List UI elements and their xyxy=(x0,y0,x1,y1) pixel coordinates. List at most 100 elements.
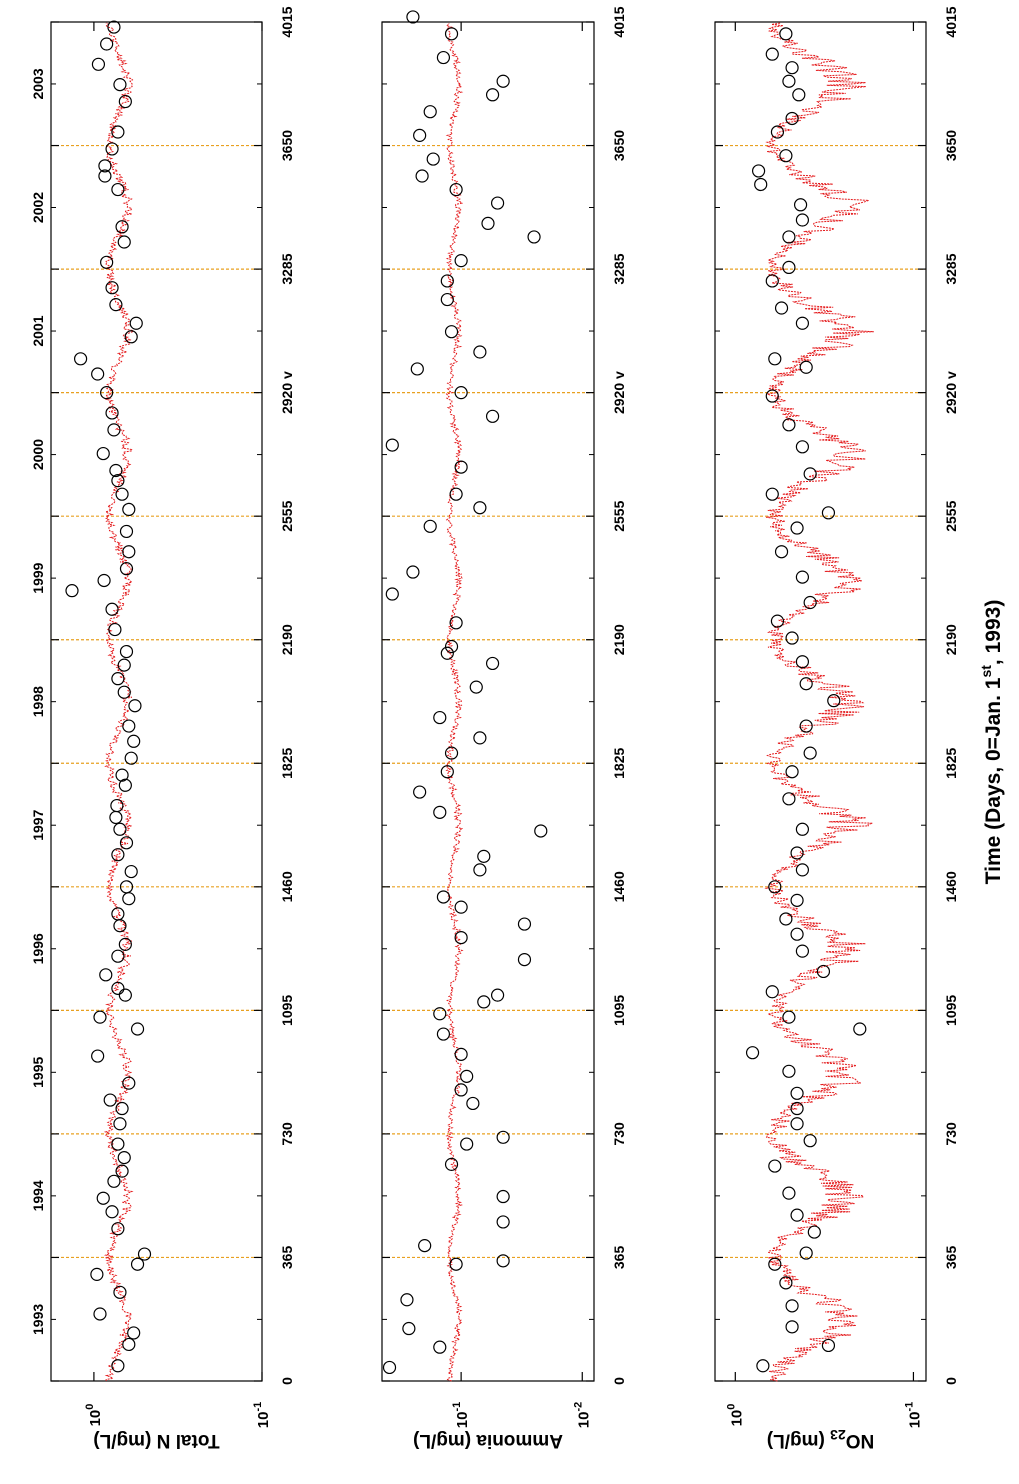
observed-point xyxy=(527,230,541,244)
observed-point xyxy=(130,1022,145,1036)
observed-point xyxy=(790,521,804,535)
observed-point xyxy=(91,367,105,381)
observed-point xyxy=(130,1257,145,1271)
day-label: 730 xyxy=(611,1122,627,1146)
observed-point xyxy=(423,105,437,119)
observed-point xyxy=(118,937,132,951)
day-label: 1095 xyxy=(279,995,295,1026)
observed-point xyxy=(444,27,459,41)
observed-point xyxy=(109,298,123,312)
observed-point xyxy=(426,152,440,166)
day-label-group: 1825 xyxy=(943,747,959,778)
observed-point xyxy=(454,1047,468,1061)
observed-point xyxy=(111,125,125,139)
observed-point xyxy=(111,672,125,686)
day-label: 730 xyxy=(279,1122,295,1146)
observed-point xyxy=(821,1338,836,1353)
observed-point xyxy=(807,1225,821,1239)
day-label: 1825 xyxy=(279,747,295,778)
observed-point xyxy=(436,50,451,65)
year-label-group: 1996 xyxy=(30,933,46,964)
observed-point xyxy=(790,1117,804,1131)
observed-point xyxy=(444,325,459,339)
observed-point xyxy=(756,1359,770,1373)
panel-frame xyxy=(381,21,595,1382)
observed-point xyxy=(415,169,429,183)
observed-point xyxy=(496,1189,510,1204)
day-label-group: 2190 xyxy=(279,624,295,655)
value-tick-label: 100 xyxy=(84,1404,104,1427)
year-label-group: 2000 xyxy=(30,439,46,470)
observed-point xyxy=(111,949,125,963)
observed-point xyxy=(105,602,119,616)
day-label: 1460 xyxy=(279,871,295,902)
observed-point xyxy=(444,746,459,760)
time-axis-title-group: Time (Days, 0=Jan. 1st, 1993) xyxy=(978,600,1005,885)
observed-point xyxy=(751,164,766,178)
observed-point xyxy=(799,360,813,374)
observed-point xyxy=(454,460,468,474)
value-tick-exponent: -2 xyxy=(572,1402,584,1412)
observed-point xyxy=(785,1320,799,1334)
value-tick-exponent: -1 xyxy=(252,1402,264,1412)
observed-point xyxy=(795,863,810,877)
day-label: 2920 v xyxy=(943,371,959,414)
day-label: 3650 xyxy=(611,130,627,161)
observed-point xyxy=(449,616,463,630)
observed-point xyxy=(827,694,841,708)
observed-point xyxy=(122,545,136,559)
observed-point xyxy=(119,836,134,850)
observed-point xyxy=(111,1359,125,1373)
observed-point xyxy=(473,863,487,877)
observed-point xyxy=(93,1010,107,1024)
day-label-group: 1095 xyxy=(943,995,959,1026)
observed-point xyxy=(782,418,796,432)
observed-point xyxy=(444,639,459,654)
observed-point xyxy=(418,1239,432,1253)
observed-point xyxy=(745,1046,760,1060)
observed-point xyxy=(127,734,141,748)
observed-point xyxy=(449,487,463,501)
day-label-group: 730 xyxy=(943,1122,959,1146)
observed-point xyxy=(440,274,454,288)
observed-point xyxy=(105,1205,119,1219)
panel-frame xyxy=(50,21,263,1382)
observed-point xyxy=(782,1010,796,1024)
observed-point xyxy=(803,595,817,610)
observed-point xyxy=(111,182,125,197)
observed-point xyxy=(765,389,779,403)
observed-point xyxy=(803,746,817,760)
day-label-group: 1095 xyxy=(279,995,295,1026)
day-label: 2920 v xyxy=(279,371,295,414)
observed-point xyxy=(111,1137,125,1151)
observed-point xyxy=(768,880,782,894)
observed-point xyxy=(124,751,138,765)
observed-point xyxy=(111,907,125,921)
day-label: 365 xyxy=(279,1246,295,1270)
day-label-group: 0 xyxy=(611,1377,627,1385)
observed-point xyxy=(115,768,129,782)
value-tick-label: 10-1 xyxy=(903,1402,923,1428)
observed-point xyxy=(124,864,138,879)
year-label: 2001 xyxy=(30,315,46,346)
observed-point xyxy=(770,125,785,139)
value-tick-base: 10 xyxy=(255,1412,272,1429)
day-label: 1825 xyxy=(943,747,959,778)
observed-point xyxy=(779,912,793,926)
observed-point xyxy=(473,731,487,745)
day-label-group: 730 xyxy=(279,1122,295,1146)
observed-point xyxy=(105,406,119,420)
observed-point xyxy=(782,74,796,88)
observed-point xyxy=(490,988,505,1002)
panel-ylabel: Total N (mg/L) xyxy=(93,1430,219,1451)
observed-point xyxy=(113,1117,127,1131)
observed-point xyxy=(117,1151,131,1165)
observed-point xyxy=(98,159,112,173)
observed-point xyxy=(433,1007,447,1021)
day-label-group: 2920 v xyxy=(611,371,627,414)
year-label: 1997 xyxy=(30,809,46,840)
day-label-group: 3650 xyxy=(611,130,627,161)
observed-point xyxy=(105,281,119,295)
